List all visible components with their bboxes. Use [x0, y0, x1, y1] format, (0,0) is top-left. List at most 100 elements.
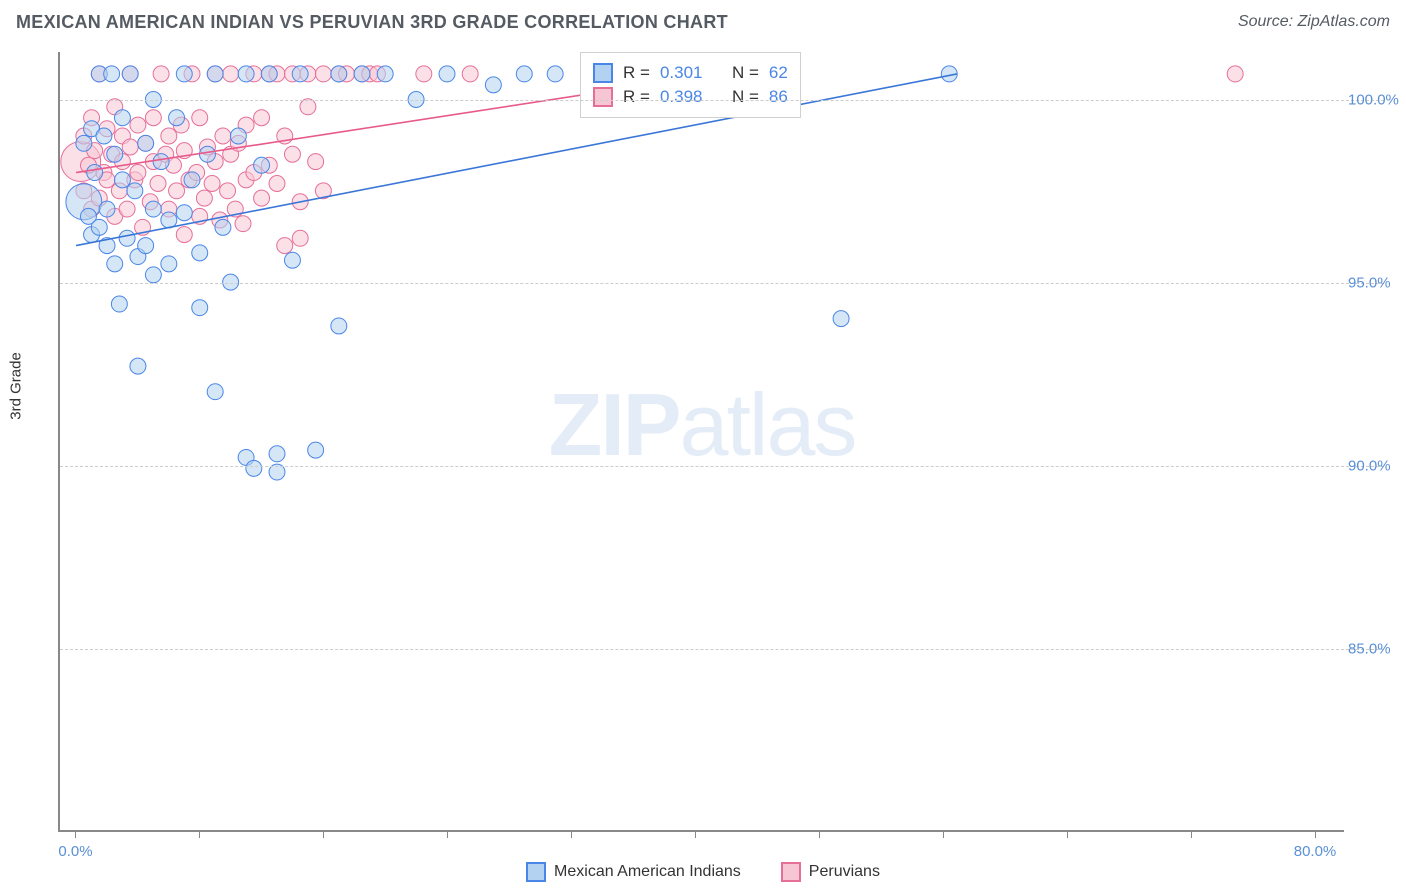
scatter-point [254, 110, 270, 126]
scatter-point [292, 66, 308, 82]
scatter-point [292, 230, 308, 246]
scatter-point [150, 176, 166, 192]
scatter-point [284, 252, 300, 268]
scatter-point [111, 296, 127, 312]
scatter-point [230, 128, 246, 144]
chart-source: Source: ZipAtlas.com [1238, 13, 1390, 31]
legend-swatch [781, 862, 801, 882]
scatter-point [192, 110, 208, 126]
grid-line [60, 466, 1384, 467]
scatter-point [76, 135, 92, 151]
scatter-point [122, 139, 138, 155]
scatter-point [300, 99, 316, 115]
scatter-point [145, 110, 161, 126]
scatter-point [161, 212, 177, 228]
scatter-point [246, 460, 262, 476]
scatter-point [99, 201, 115, 217]
grid-line [60, 100, 1384, 101]
scatter-point [308, 442, 324, 458]
x-tick [571, 830, 572, 838]
scatter-point [161, 256, 177, 272]
scatter-point [354, 66, 370, 82]
scatter-point [153, 66, 169, 82]
scatter-point [331, 66, 347, 82]
x-tick [323, 830, 324, 838]
scatter-point [104, 66, 120, 82]
scatter-point [416, 66, 432, 82]
scatter-point [119, 230, 135, 246]
scatter-point [153, 154, 169, 170]
scatter-point [207, 384, 223, 400]
chart-title: MEXICAN AMERICAN INDIAN VS PERUVIAN 3RD … [16, 12, 728, 33]
r-label: R = [623, 63, 650, 83]
n-label: N = [732, 87, 759, 107]
scatter-point [277, 238, 293, 254]
n-value: 62 [769, 63, 788, 83]
scatter-point [169, 110, 185, 126]
trend-line [76, 85, 648, 173]
scatter-point [261, 66, 277, 82]
x-tick [819, 830, 820, 838]
scatter-point [87, 165, 103, 181]
scatter-point [235, 216, 251, 232]
y-tick-label: 85.0% [1348, 640, 1400, 657]
x-tick [1191, 830, 1192, 838]
legend-swatch [593, 63, 613, 83]
x-tick [1067, 830, 1068, 838]
scatter-point [462, 66, 478, 82]
scatter-point [199, 146, 215, 162]
x-tick-label: 80.0% [1294, 843, 1337, 860]
source-name: ZipAtlas.com [1298, 13, 1390, 30]
x-tick [1315, 830, 1316, 838]
scatter-point [169, 183, 185, 199]
scatter-plot: ZIPatlas R =0.301 N =62R =0.398 N =86 85… [58, 52, 1344, 832]
stat-legend-row: R =0.398 N =86 [593, 87, 788, 107]
scatter-point [215, 219, 231, 235]
bottom-legend: Mexican American Indians Peruvians [0, 862, 1406, 882]
scatter-point [308, 154, 324, 170]
n-value: 86 [769, 87, 788, 107]
scatter-point [114, 172, 130, 188]
scatter-point [176, 205, 192, 221]
scatter-point [161, 128, 177, 144]
legend-label: Mexican American Indians [554, 863, 741, 881]
scatter-point [485, 77, 501, 93]
plot-svg [60, 52, 1344, 830]
scatter-point [254, 190, 270, 206]
grid-line [60, 649, 1384, 650]
scatter-point [114, 110, 130, 126]
scatter-point [145, 267, 161, 283]
scatter-point [269, 176, 285, 192]
n-label: N = [732, 63, 759, 83]
scatter-point [138, 135, 154, 151]
legend-item: Peruvians [781, 862, 880, 882]
scatter-point [315, 66, 331, 82]
scatter-point [96, 128, 112, 144]
x-tick [447, 830, 448, 838]
chart-header: MEXICAN AMERICAN INDIAN VS PERUVIAN 3RD … [0, 0, 1406, 44]
scatter-point [439, 66, 455, 82]
scatter-point [107, 256, 123, 272]
x-tick [943, 830, 944, 838]
scatter-point [207, 66, 223, 82]
scatter-point [176, 227, 192, 243]
scatter-point [107, 146, 123, 162]
scatter-point [1227, 66, 1243, 82]
scatter-point [516, 66, 532, 82]
r-label: R = [623, 87, 650, 107]
legend-item: Mexican American Indians [526, 862, 741, 882]
scatter-point [269, 446, 285, 462]
scatter-point [130, 165, 146, 181]
y-tick-label: 100.0% [1348, 91, 1400, 108]
scatter-point [127, 183, 143, 199]
scatter-point [204, 176, 220, 192]
scatter-point [192, 245, 208, 261]
y-tick-label: 95.0% [1348, 274, 1400, 291]
scatter-point [119, 201, 135, 217]
x-tick-label: 0.0% [58, 843, 92, 860]
scatter-point [833, 311, 849, 327]
x-tick [199, 830, 200, 838]
scatter-point [331, 318, 347, 334]
stat-legend-row: R =0.301 N =62 [593, 63, 788, 83]
scatter-point [176, 66, 192, 82]
